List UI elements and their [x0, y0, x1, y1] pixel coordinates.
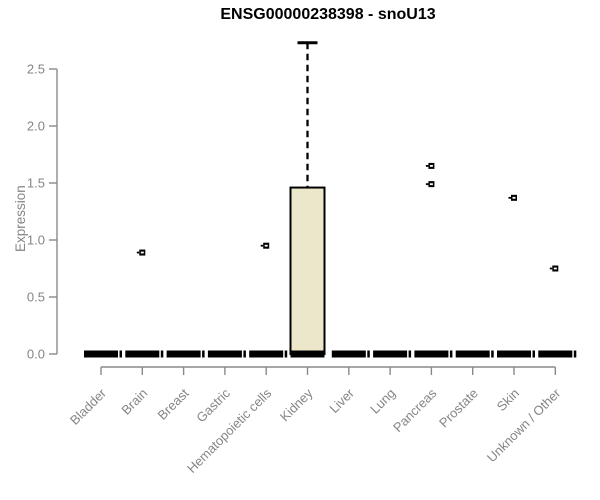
outlier-tick [508, 196, 511, 199]
box-staple-skin [532, 350, 535, 358]
outlier-center [140, 251, 144, 254]
box-staple-bladder [119, 350, 122, 358]
box-breast [166, 350, 201, 358]
x-tick-label-breast: Breast [155, 385, 192, 422]
outlier-center [429, 165, 433, 167]
outlier-tick [425, 165, 429, 167]
box-staple-unknown-other [573, 350, 577, 358]
box-prostate [455, 350, 490, 358]
box-staple-breast [202, 350, 205, 358]
box-kidney [289, 186, 326, 355]
box-pancreas [414, 350, 449, 358]
outlier-tick [549, 267, 553, 270]
outlier-center [512, 196, 516, 199]
outlier-center [264, 244, 268, 247]
y-tick-label: 2.0 [27, 119, 45, 134]
box-staple-liver [367, 350, 370, 358]
box-staple-brain [160, 350, 164, 358]
x-tick-label-skin: Skin [494, 386, 522, 414]
chart-title: ENSG00000238398 - snoU13 [220, 6, 436, 23]
x-tick-label-prostate: Prostate [436, 386, 481, 431]
box-brain [125, 350, 160, 358]
median-line-kidney [290, 350, 325, 358]
box-liver [331, 350, 366, 358]
box-staple-lung [408, 350, 412, 358]
box-staple-gastric [243, 350, 246, 358]
box-gastric [207, 350, 242, 358]
box-staple-hematopoietic-cells [284, 350, 288, 358]
y-tick-label: 1.5 [27, 176, 45, 191]
x-tick-label-bladder: Bladder [67, 385, 110, 428]
x-tick-label-brain: Brain [118, 386, 150, 418]
outlier-center [553, 267, 557, 270]
x-tick-label-liver: Liver [326, 385, 357, 416]
box-hematopoietic-cells [249, 350, 284, 358]
x-tick-label-lung: Lung [367, 386, 398, 417]
y-tick-label: 1.0 [27, 233, 45, 248]
box-staple-pancreas [449, 350, 453, 358]
outlier-tick [260, 244, 264, 247]
box-skin [497, 350, 531, 358]
box-bladder [84, 350, 118, 358]
x-tick-label-unknown-other: Unknown / Other [484, 385, 564, 465]
box-staple-prostate [491, 350, 494, 358]
y-tick-label: 2.5 [27, 62, 45, 77]
outlier-center [429, 183, 433, 186]
x-tick-label-kidney: Kidney [277, 385, 316, 424]
x-tick-label-gastric: Gastric [193, 385, 233, 425]
y-tick-label: 0.5 [27, 290, 45, 305]
y-tick-label: 0.0 [27, 347, 45, 362]
box-unknown-other [538, 350, 573, 358]
outlier-tick [425, 183, 429, 186]
x-tick-label-pancreas: Pancreas [390, 385, 440, 435]
y-axis-title: Expression [13, 185, 28, 252]
outlier-tick [136, 251, 140, 254]
box-lung [373, 350, 408, 358]
